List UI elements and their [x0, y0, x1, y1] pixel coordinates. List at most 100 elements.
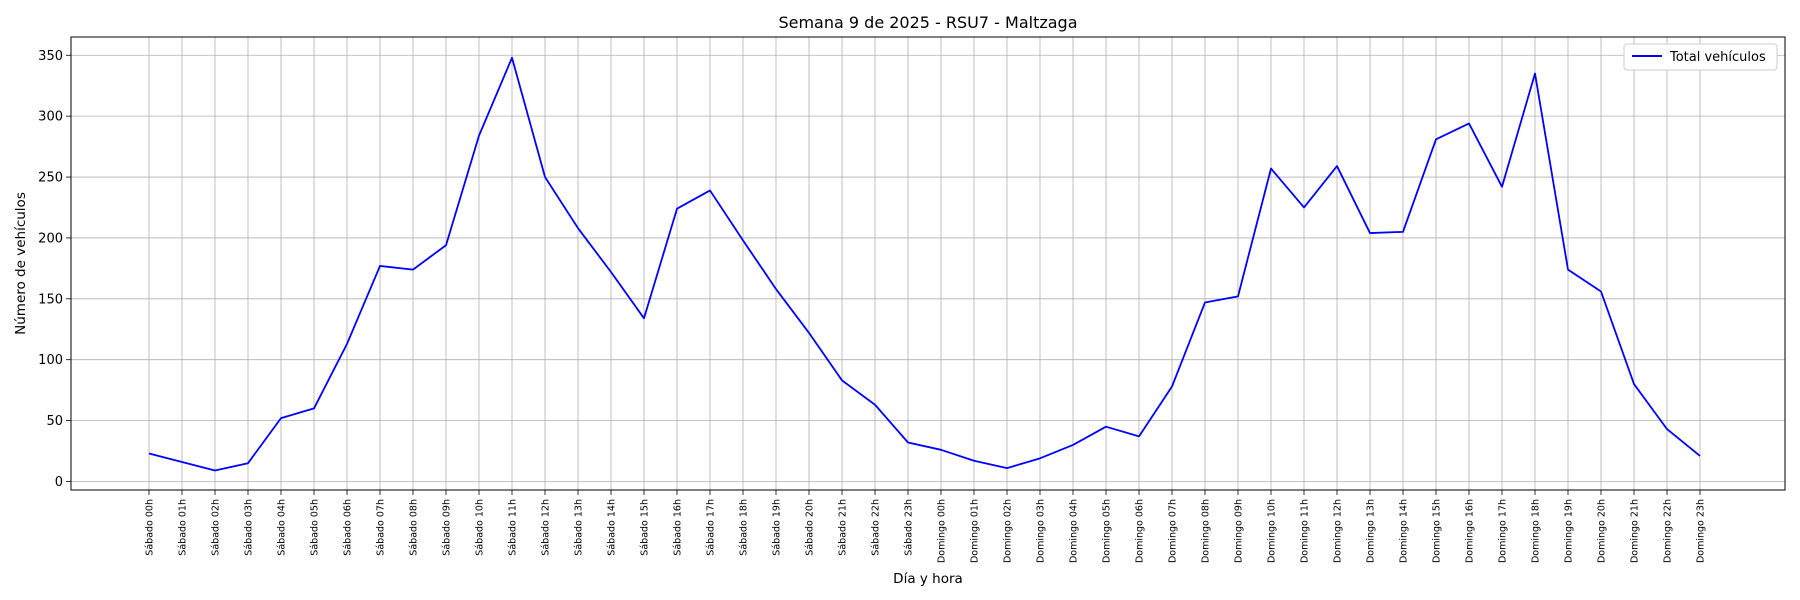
x-tick-label: Sábado 08h [409, 499, 420, 556]
x-tick-label: Domingo 02h [1003, 499, 1014, 563]
x-tick-label: Sábado 14h [607, 499, 618, 556]
x-tick-label: Domingo 10h [1267, 499, 1278, 563]
x-tick-label: Sábado 13h [574, 499, 585, 556]
x-tick-label: Domingo 18h [1531, 499, 1542, 563]
x-tick-label: Domingo 20h [1597, 499, 1608, 563]
x-tick-label: Domingo 03h [1036, 499, 1047, 563]
x-tick-label: Sábado 21h [838, 499, 849, 556]
chart-title: Semana 9 de 2025 - RSU7 - Maltzaga [778, 13, 1077, 32]
x-tick-label: Sábado 15h [640, 499, 651, 556]
data-point [1699, 455, 1701, 457]
data-point [841, 379, 843, 381]
data-point [577, 227, 579, 229]
data-point [214, 469, 216, 471]
data-point [1369, 232, 1371, 234]
data-point [1072, 444, 1074, 446]
data-point [412, 268, 414, 270]
x-tick-label: Domingo 11h [1300, 499, 1311, 563]
x-tick-label: Domingo 19h [1564, 499, 1575, 563]
legend-label: Total vehículos [1669, 50, 1766, 65]
x-tick-label: Domingo 21h [1630, 499, 1641, 563]
data-point [1039, 457, 1041, 459]
x-tick-label: Sábado 17h [706, 499, 717, 556]
y-axis-ticks: 0 50 100 150 200 250 300 350 [38, 49, 71, 490]
data-point [181, 461, 183, 463]
data-point [313, 407, 315, 409]
x-tick-label: Domingo 04h [1069, 499, 1080, 563]
data-point [1237, 295, 1239, 297]
x-tick-label: Domingo 13h [1366, 499, 1377, 563]
grid [71, 37, 1785, 490]
data-point [1435, 138, 1437, 140]
data-point [973, 460, 975, 462]
data-point [1171, 385, 1173, 387]
legend: Total vehículos [1623, 43, 1778, 71]
y-tick-label: 200 [38, 231, 63, 246]
y-tick-label: 350 [38, 49, 63, 64]
data-point [610, 271, 612, 273]
y-tick-label: 50 [46, 414, 63, 429]
x-tick-label: Domingo 05h [1102, 499, 1113, 563]
data-point [1501, 186, 1503, 188]
x-tick-label: Sábado 09h [442, 499, 453, 556]
x-tick-label: Sábado 05h [310, 499, 321, 556]
data-point [709, 189, 711, 191]
x-tick-label: Domingo 07h [1168, 499, 1179, 563]
data-point [1666, 428, 1668, 430]
x-axis-ticks: Sábado 00h Sábado 01h Sábado 02h Sábado 03h… [145, 490, 1707, 563]
data-point [1006, 467, 1008, 469]
data-point [247, 462, 249, 464]
data-point [1633, 383, 1635, 385]
data-point [511, 57, 513, 59]
y-tick-label: 0 [55, 475, 63, 490]
x-tick-label: Domingo 14h [1399, 499, 1410, 563]
data-point [940, 449, 942, 451]
data-point [874, 404, 876, 406]
data-point [478, 134, 480, 136]
x-tick-label: Sábado 00h [145, 499, 156, 556]
x-tick-label: Domingo 01h [970, 499, 981, 563]
data-point [445, 244, 447, 246]
x-tick-label: Sábado 23h [904, 499, 915, 556]
data-point [1567, 268, 1569, 270]
series-line [148, 56, 1701, 472]
y-tick-label: 150 [38, 292, 63, 307]
x-axis-label: Día y hora [893, 571, 963, 587]
data-point [1204, 301, 1206, 303]
y-tick-label: 250 [38, 171, 63, 186]
data-point [544, 176, 546, 178]
x-tick-label: Sábado 18h [739, 499, 750, 556]
data-point [676, 208, 678, 210]
data-point [148, 452, 150, 454]
data-point [1336, 165, 1338, 167]
series-layer [148, 56, 1701, 472]
y-tick-label: 100 [38, 353, 63, 368]
x-tick-label: Sábado 10h [475, 499, 486, 556]
data-point [775, 288, 777, 290]
data-point [907, 441, 909, 443]
legend-box [1623, 43, 1778, 71]
x-tick-label: Sábado 01h [178, 499, 189, 556]
x-tick-label: Domingo 17h [1498, 499, 1509, 563]
x-tick-label: Sábado 11h [508, 499, 519, 556]
data-point [1270, 167, 1272, 169]
data-point [1468, 122, 1470, 124]
x-tick-label: Domingo 09h [1234, 499, 1245, 563]
x-tick-label: Sábado 22h [871, 499, 882, 556]
x-tick-label: Sábado 20h [805, 499, 816, 556]
x-tick-label: Domingo 23h [1696, 499, 1707, 563]
x-tick-label: Domingo 22h [1663, 499, 1674, 563]
x-tick-label: Sábado 03h [244, 499, 255, 556]
y-axis-label: Número de vehículos [13, 192, 29, 335]
data-point [1303, 206, 1305, 208]
data-point [808, 332, 810, 334]
data-point [280, 417, 282, 419]
x-tick-label: Domingo 12h [1333, 499, 1344, 563]
x-tick-label: Sábado 04h [277, 499, 288, 556]
x-tick-label: Domingo 06h [1135, 499, 1146, 563]
data-point [643, 317, 645, 319]
x-tick-label: Sábado 19h [772, 499, 783, 556]
data-point [346, 343, 348, 345]
